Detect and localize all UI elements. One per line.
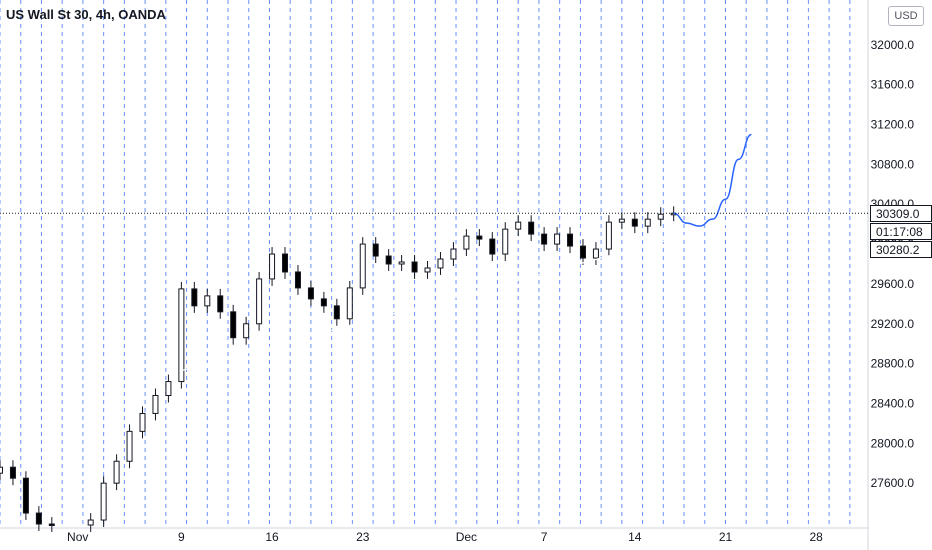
support-trendline	[181, 213, 765, 372]
candle-body	[489, 238, 496, 255]
y-tick-label: 27600.0	[871, 476, 915, 490]
x-tick-label: 28	[809, 530, 823, 544]
candle-body	[320, 298, 327, 307]
candle-body	[463, 235, 470, 250]
candle-body	[294, 271, 301, 289]
candle-body	[515, 221, 522, 230]
candle-body	[424, 267, 431, 273]
candle-body	[48, 523, 55, 527]
currency-button[interactable]: USD	[888, 6, 924, 26]
y-tick-label: 31600.0	[871, 78, 915, 92]
y-tick-label: 31200.0	[871, 118, 915, 132]
candle-body	[282, 253, 289, 273]
candle-body	[502, 228, 509, 255]
candle-body	[385, 255, 392, 265]
candle-body	[372, 243, 379, 257]
x-tick-label: Dec	[456, 530, 477, 544]
x-tick-label: Nov	[67, 530, 88, 544]
candle-body	[204, 295, 211, 307]
candle-body	[22, 477, 29, 514]
candle-body	[476, 235, 483, 240]
y-tick-label: 29600.0	[871, 277, 915, 291]
candle-body	[230, 311, 237, 339]
time-axis[interactable]	[0, 528, 868, 550]
candle-body	[554, 233, 561, 245]
y-tick-label: 29200.0	[871, 317, 915, 331]
candle-body	[346, 287, 353, 320]
candle-body	[217, 295, 224, 313]
last-price-tag: 30309.0	[870, 205, 932, 223]
candle-body	[631, 218, 638, 227]
price-axis[interactable]	[868, 0, 932, 550]
candle-body	[618, 218, 625, 223]
y-tick-label: 28400.0	[871, 396, 915, 410]
candle-body	[0, 466, 3, 474]
x-tick-label: 14	[628, 530, 642, 544]
chart-title: US Wall St 30, 4h, OANDA	[6, 7, 166, 22]
candle-body	[450, 248, 457, 260]
candle-body	[139, 412, 146, 432]
candle-body	[398, 261, 405, 265]
candle-body	[592, 248, 599, 259]
axis-labels: 32000.031600.031200.030800.030400.030000…	[67, 38, 914, 544]
y-tick-label: 32000.0	[871, 38, 915, 52]
candle-body	[333, 305, 340, 320]
candle-body	[644, 218, 651, 227]
candle-body	[178, 288, 185, 383]
overlays	[0, 133, 868, 372]
candle-body	[256, 278, 263, 325]
candle-body	[87, 519, 94, 526]
projection-curve	[673, 133, 752, 227]
x-tick-label: 9	[178, 530, 185, 544]
candle-body	[9, 466, 16, 479]
y-tick-label: 28800.0	[871, 357, 915, 371]
candle-body	[657, 213, 664, 220]
candle-body	[541, 233, 548, 245]
candle-body	[411, 261, 418, 273]
candle-body	[126, 430, 133, 462]
candle-body	[113, 460, 120, 484]
y-tick-label: 30800.0	[871, 157, 915, 171]
candle-body	[35, 512, 42, 525]
y-tick-label: 28000.0	[871, 436, 915, 450]
candle-body	[567, 233, 574, 247]
candle-body	[528, 221, 535, 235]
x-tick-label: 21	[719, 530, 733, 544]
x-tick-label: 16	[265, 530, 279, 544]
candle-body	[359, 243, 366, 289]
candle-body	[243, 323, 250, 339]
candle-body	[191, 288, 198, 307]
line-price-tag: 30280.2	[870, 241, 932, 259]
candle-body	[579, 245, 586, 259]
candle-body	[307, 287, 314, 300]
x-tick-label: 7	[541, 530, 548, 544]
candle-body	[152, 395, 159, 414]
x-tick-label: 23	[356, 530, 370, 544]
candle-body	[437, 258, 444, 269]
countdown-tag: 01:17:08	[870, 223, 932, 241]
candle-body	[605, 221, 612, 250]
candle-body	[269, 253, 276, 280]
candle-body	[165, 381, 172, 397]
candle-body	[100, 482, 107, 521]
